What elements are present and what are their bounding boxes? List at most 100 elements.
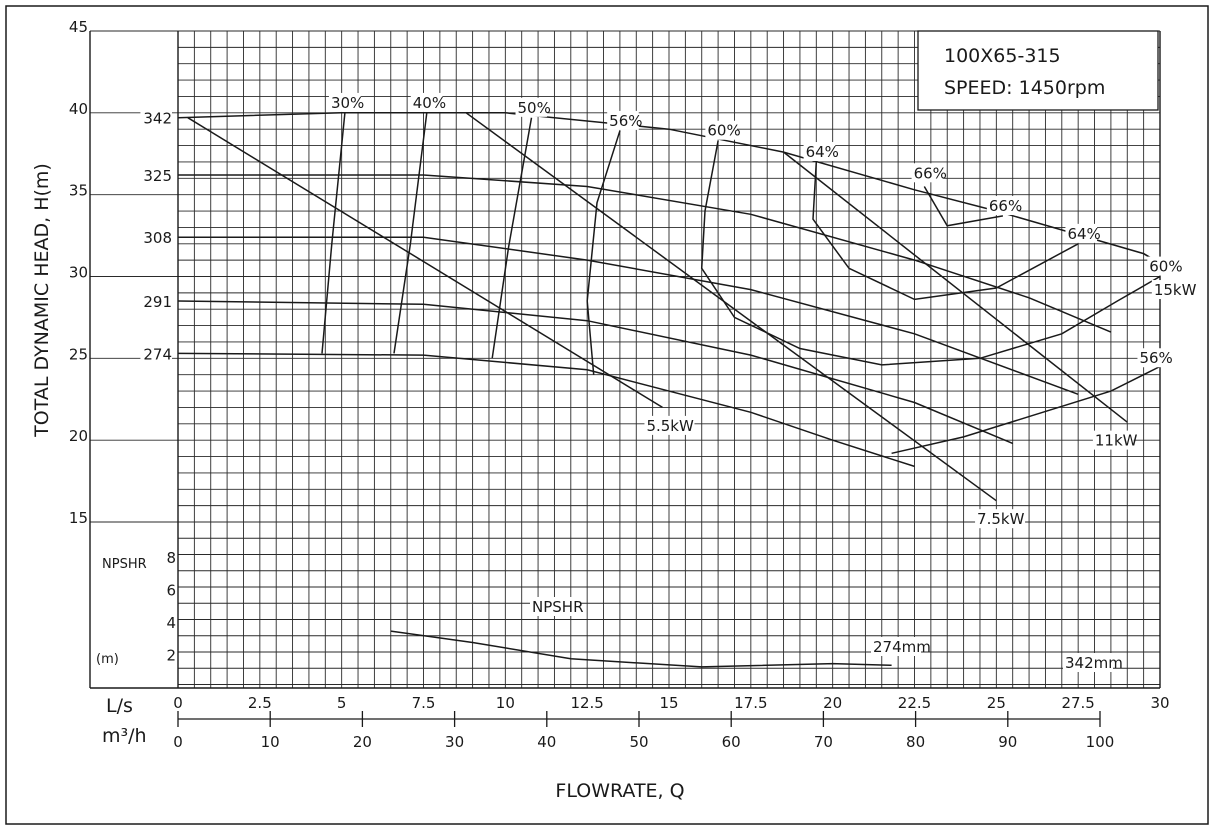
head-tick-label: 25 [69,345,88,363]
head-tick-label: 15 [69,509,88,527]
flow-m3h-tick-label: 40 [537,733,556,751]
efficiency-curve-60pct [700,140,1161,366]
impeller-label-291-bg [140,292,172,312]
efficiency-label-bg [328,92,361,112]
flow-ls-tick-label: 25 [987,694,1006,712]
flow-ls-tick-label: 0 [173,694,183,712]
head-tick-label: 45 [69,18,88,36]
power-label-bg [1092,430,1134,450]
flow-m3h-tick-label: 0 [173,733,183,751]
impeller-curve-291 [177,300,1013,445]
impeller-curve-308 [178,236,1079,396]
efficiency-label-bg [515,97,548,117]
npshr-curve-label: NPSHR [532,598,584,616]
flow-ls-tick-labels: 0 2.5 5 7.5 10 12.5 15 17.5 20 22.5 25 27.5 30 [173,694,1169,712]
flow-ls-tick-label: 20 [823,694,842,712]
efficiency-label: 66% [989,197,1022,215]
power-label-bg [975,509,1026,529]
flow-ls-tick-label: 2.5 [248,694,272,712]
model-box [917,30,1159,111]
npshr-tick-label: 4 [166,614,176,632]
efficiency-label: 30% [331,94,364,112]
efficiency-curve-66pct [923,186,1004,227]
impeller-label-342-bg [140,108,172,128]
efficiency-curve-64pct [812,161,1079,301]
npshr-tick-label: 6 [166,582,176,600]
efficiency-label: 40% [413,94,446,112]
efficiency-curve-56pct [586,130,621,375]
efficiency-label: 64% [1067,225,1100,243]
npshr-mm-label-342: 342mm [1065,654,1123,672]
efficiency-curve-50pct [491,117,533,359]
impeller-label-325: 325 [143,167,172,185]
efficiency-label: 66% [914,164,947,182]
efficiency-label: 50% [518,99,551,117]
efficiency-label: 56% [1139,349,1172,367]
flow-m3h-tick-label: 80 [906,733,925,751]
x-axis-title: FLOWRATE, Q [555,780,684,802]
efficiency-label-bg [705,120,737,140]
flow-ls-tick-label: 22.5 [898,694,931,712]
efficiency-curve-56pct [891,365,1161,455]
impeller-label-308: 308 [143,229,172,247]
power-label: 7.5kW [977,510,1025,528]
flow-m3h-tick-label: 70 [814,733,833,751]
m3h-axis [177,711,1101,727]
efficiency-curve-30pct [321,112,346,354]
npshr-mm-label-342-bg [1063,653,1113,672]
flow-m3h-tick-label: 20 [353,733,372,751]
flow-ls-tick-label: 17.5 [734,694,767,712]
efficiency-label-bg [911,163,944,183]
impeller-label-308-bg [140,228,172,248]
impeller-label-274-bg [140,344,172,364]
power-curve-11kW [783,151,1128,423]
speed-label: SPEED: 1450rpm [944,77,1105,99]
flow-ls-tick-label: 27.5 [1061,694,1094,712]
power-curve-7.5kW [465,112,997,502]
efficiency-label: 60% [1149,258,1182,276]
flow-m3h-tick-label: 10 [261,733,280,751]
flow-m3h-tick-label: 30 [445,733,464,751]
npshr-curve-label-bg [530,597,580,616]
chart-border [5,5,1209,825]
head-tick-label: 20 [69,427,88,445]
npshr-axis-label: NPSHR [102,557,147,572]
efficiency-label-bg [803,142,836,162]
efficiency-label: 56% [609,112,642,130]
power-label-bg [1151,280,1193,300]
x-unit-m3h: m³/h [102,725,147,747]
efficiency-label-bg [1137,348,1170,368]
efficiency-label-bg [410,92,443,112]
flow-m3h-tick-label: 60 [722,733,741,751]
npshr-tick-label: 8 [166,549,176,567]
npshr-tick-label: 2 [166,647,176,665]
power-label: 15kW [1154,281,1197,299]
impeller-label-342: 342 [143,110,172,128]
flow-m3h-tick-label: 50 [629,733,648,751]
flow-ls-tick-label: 10 [496,694,515,712]
efficiency-label-bg [1065,223,1098,243]
head-tick-labels: 15 20 25 30 35 40 45 [69,18,88,527]
impeller-label-291: 291 [143,293,172,311]
power-curve-5.5kW [187,117,663,409]
power-label-bg [644,415,695,435]
flow-ls-tick-label: 15 [659,694,678,712]
flow-m3h-tick-label: 90 [998,733,1017,751]
efficiency-curve-40pct [393,112,428,354]
impeller-label-274: 274 [143,345,172,363]
npshr-unit-label: (m) [96,652,119,667]
npshr-tick-labels: 2 4 6 8 [166,549,176,665]
efficiency-label-bg [1147,256,1179,276]
power-label: 11kW [1095,432,1138,450]
npshr-mm-label-274: 274mm [873,638,931,656]
x-unit-ls: L/s [106,695,133,717]
head-tick-label: 40 [69,100,88,118]
head-tick-label: 30 [69,264,88,282]
npshr-mm-label-274-bg [871,637,921,656]
flow-ls-tick-label: 30 [1150,694,1169,712]
model-label: 100X65-315 [944,45,1061,67]
impeller-label-325-bg [140,166,172,186]
flow-ls-tick-label: 7.5 [412,694,436,712]
curve-labels: 342 325 308 291 274 30% 40% 50% 56% 60% 64% 66% 66% 6… [140,92,1197,672]
